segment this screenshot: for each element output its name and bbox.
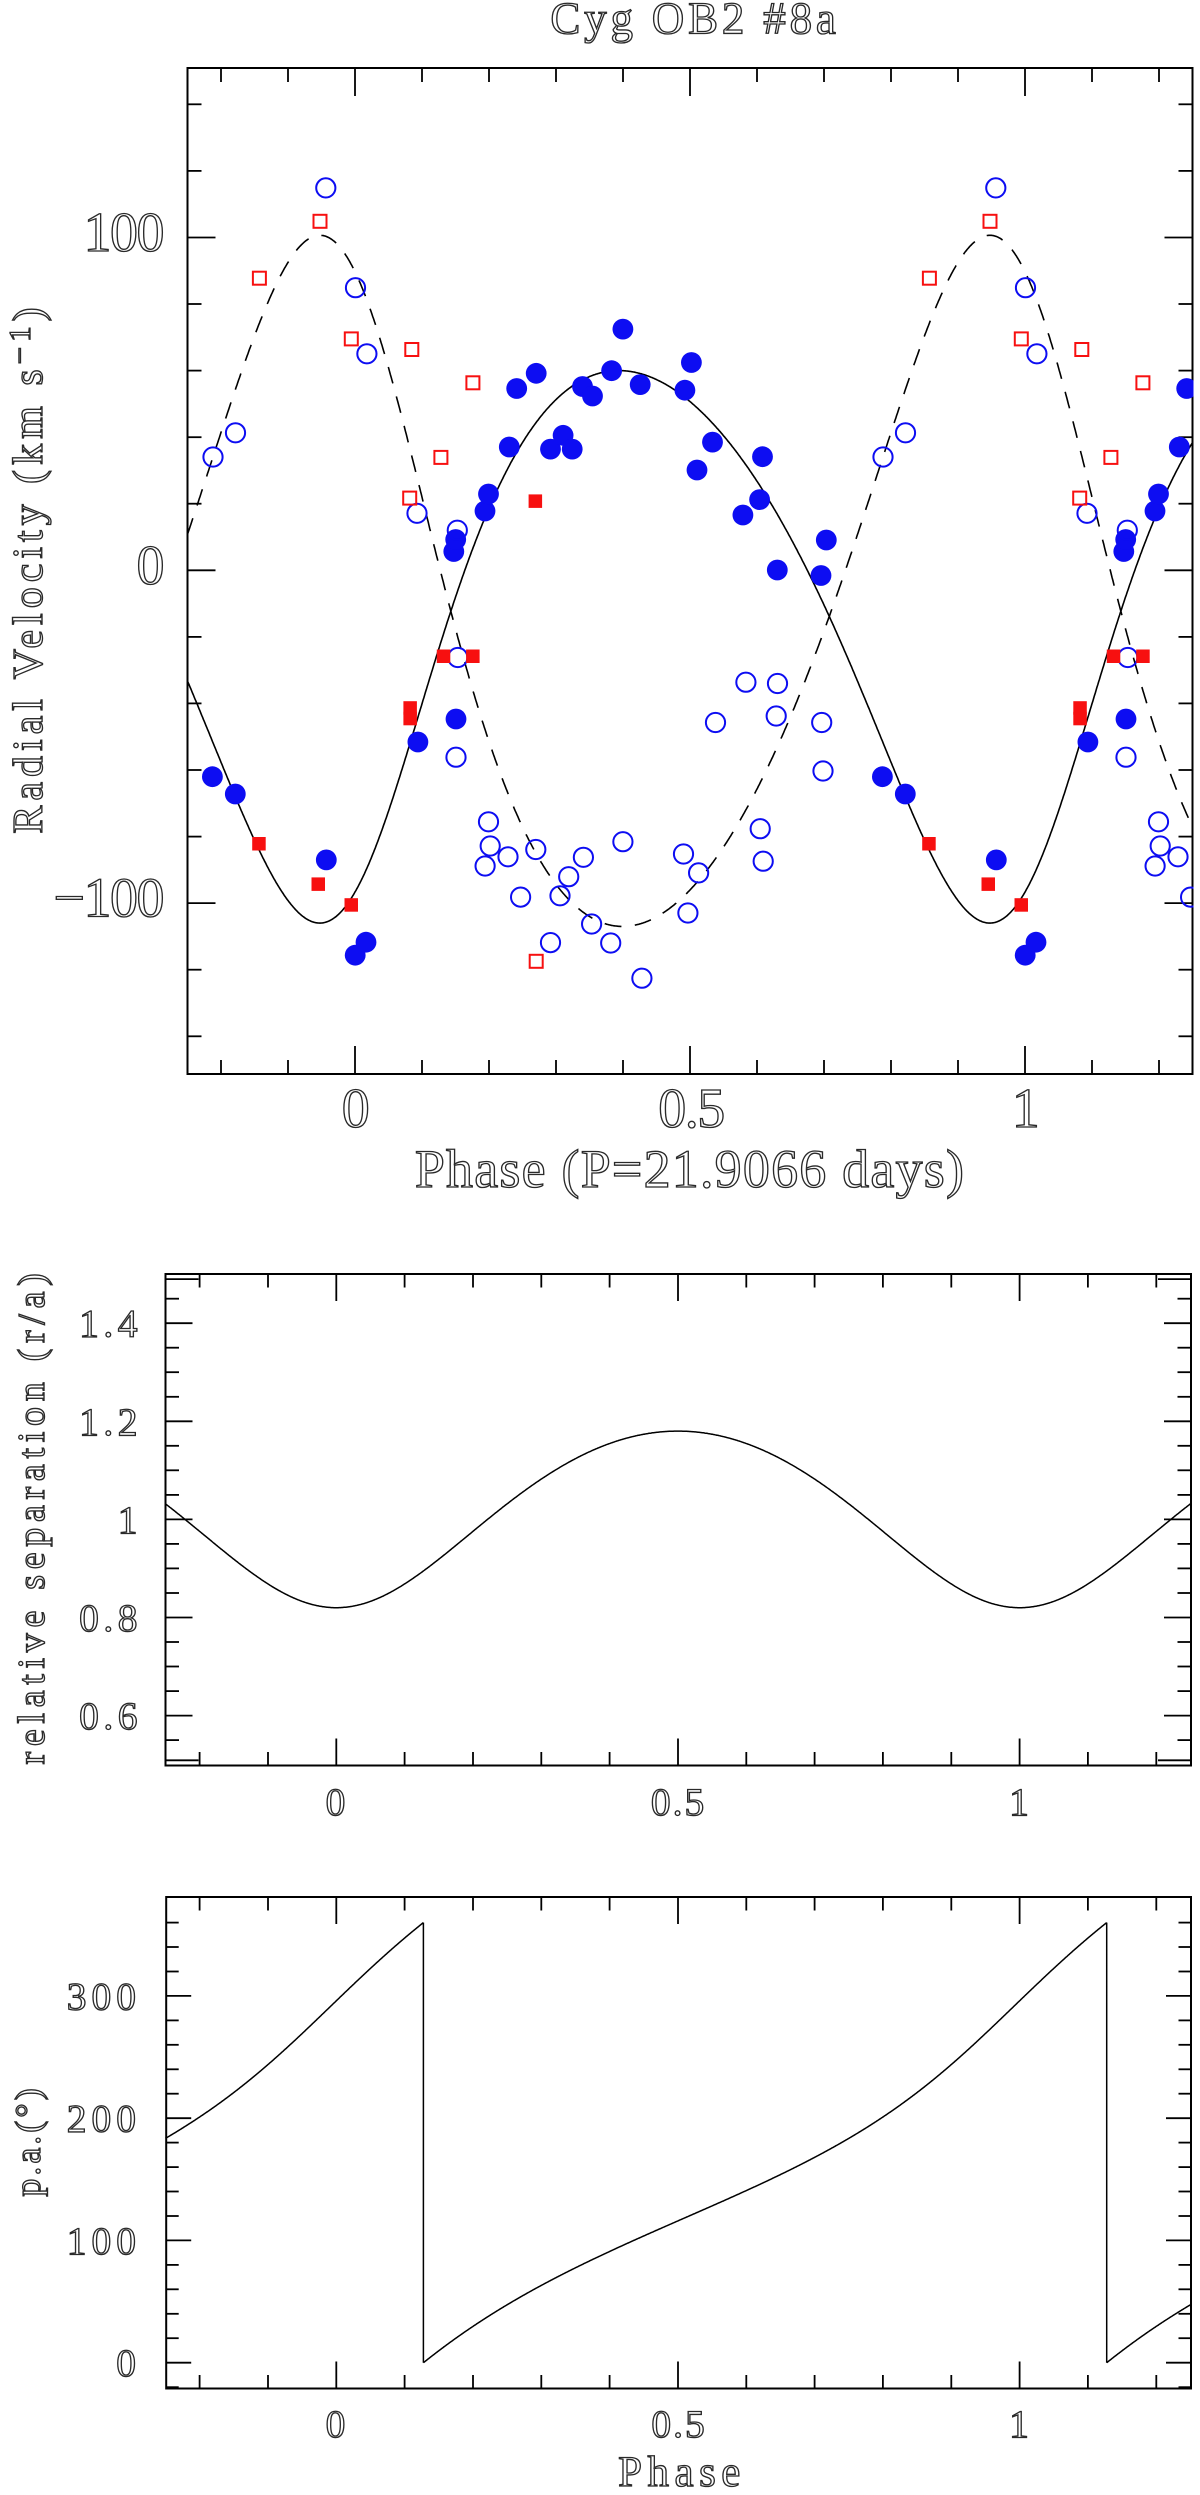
svg-text:0: 0 [137,535,164,597]
svg-text:200: 200 [67,2097,141,2141]
svg-text:100: 100 [84,202,164,264]
svg-text:Cyg OB2 #8a: Cyg OB2 #8a [550,0,839,44]
svg-text:1: 1 [118,1498,142,1542]
svg-text:0.5: 0.5 [651,1780,706,1824]
svg-text:0.6: 0.6 [79,1694,142,1738]
svg-text:0.8: 0.8 [79,1596,142,1640]
svg-text:1: 1 [1009,1780,1031,1824]
svg-text:Phase (P=21.9066 days): Phase (P=21.9066 days) [415,1139,965,1199]
svg-text:1: 1 [1012,1078,1039,1140]
svg-text:1.2: 1.2 [79,1400,142,1444]
svg-text:1: 1 [1009,2402,1031,2446]
svg-text:300: 300 [67,1974,141,2018]
svg-text:0.5: 0.5 [658,1078,724,1140]
svg-text:Radial Velocity (km s−1): Radial Velocity (km s−1) [2,302,52,833]
svg-text:0.5: 0.5 [651,2402,706,2446]
svg-text:0: 0 [116,2341,141,2385]
svg-text:Phase: Phase [618,2449,746,2490]
svg-text:1.4: 1.4 [79,1302,142,1346]
svg-text:−100: −100 [53,868,163,930]
svg-text:p.a.(°): p.a.(°) [8,2085,48,2196]
svg-text:0: 0 [326,2402,348,2446]
svg-text:relative separation (r/a): relative separation (r/a) [11,1268,53,1765]
svg-text:0: 0 [342,1078,369,1140]
svg-text:100: 100 [67,2219,141,2263]
svg-text:0: 0 [326,1780,348,1824]
